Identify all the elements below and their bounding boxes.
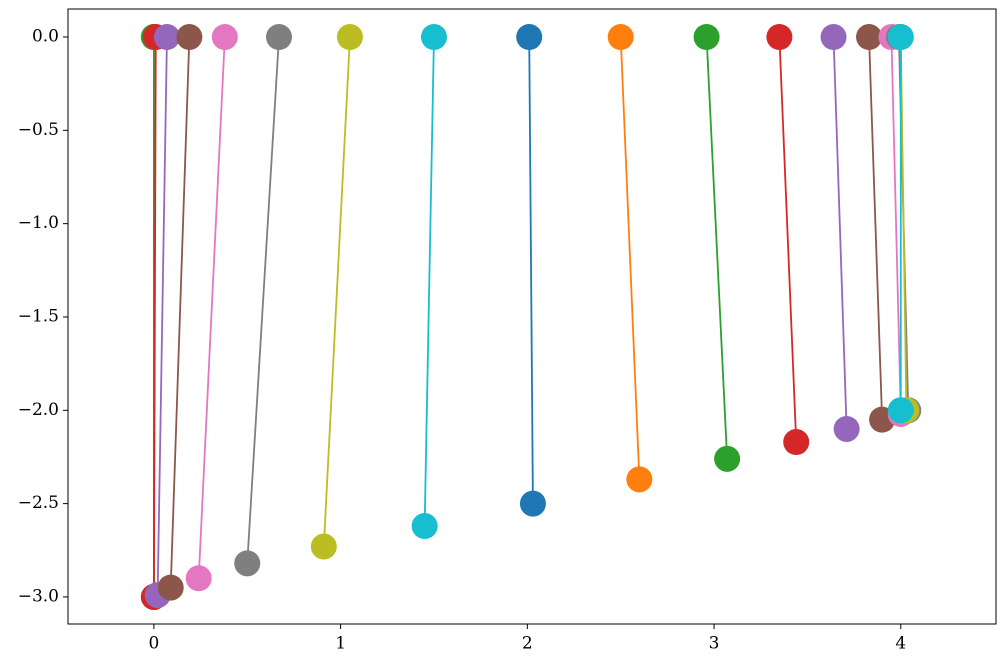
series-line bbox=[169, 36, 191, 588]
x-tick-label: 0 bbox=[148, 634, 159, 654]
series-line bbox=[899, 36, 908, 411]
series-line bbox=[619, 36, 641, 480]
marker bbox=[265, 23, 292, 50]
series-line bbox=[868, 36, 884, 420]
y-tick-label: −1.5 bbox=[18, 306, 59, 326]
marker bbox=[714, 445, 741, 472]
marker bbox=[783, 429, 810, 456]
series-line bbox=[832, 36, 848, 429]
series-line bbox=[705, 36, 729, 459]
marker bbox=[820, 23, 847, 50]
x-tick-label: 3 bbox=[709, 634, 720, 654]
y-tick-label: −2.0 bbox=[18, 400, 59, 420]
marker bbox=[420, 23, 447, 50]
series-line bbox=[152, 36, 157, 597]
marker bbox=[176, 23, 203, 50]
marker bbox=[887, 397, 914, 424]
marker bbox=[411, 513, 438, 540]
y-tick-label: −3.0 bbox=[18, 586, 59, 606]
series-line bbox=[423, 36, 435, 527]
marker bbox=[887, 23, 914, 50]
marker bbox=[211, 23, 238, 50]
marker bbox=[626, 466, 653, 493]
marker bbox=[519, 490, 546, 517]
x-tick-label: 4 bbox=[895, 634, 906, 654]
marker bbox=[185, 565, 212, 592]
marker bbox=[693, 23, 720, 50]
series-line bbox=[156, 36, 168, 596]
y-tick-label: 0.0 bbox=[32, 26, 59, 46]
x-tick-label: 1 bbox=[335, 634, 346, 654]
series-line bbox=[528, 36, 534, 504]
marker bbox=[153, 23, 180, 50]
series-line bbox=[322, 36, 351, 547]
marker bbox=[833, 415, 860, 442]
marker bbox=[856, 23, 883, 50]
marker bbox=[607, 23, 634, 50]
y-tick-label: −1.0 bbox=[18, 213, 59, 233]
series-line bbox=[890, 36, 902, 415]
y-tick-label: −2.5 bbox=[18, 493, 59, 513]
marker bbox=[516, 23, 543, 50]
x-tick-label: 2 bbox=[522, 634, 533, 654]
series-line bbox=[246, 36, 280, 564]
marker bbox=[234, 550, 261, 577]
marker bbox=[157, 574, 184, 601]
marker bbox=[766, 23, 793, 50]
series-line bbox=[778, 36, 798, 443]
marker bbox=[310, 533, 337, 560]
marker bbox=[336, 23, 363, 50]
y-tick-label: −0.5 bbox=[18, 120, 59, 140]
series-line bbox=[197, 36, 226, 579]
